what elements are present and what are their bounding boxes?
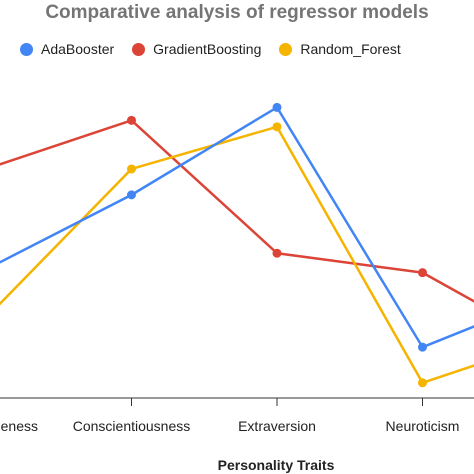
data-point-random-forest-2 bbox=[272, 122, 282, 132]
data-point-gradientboosting-1 bbox=[127, 115, 136, 125]
legend: AdaBooster GradientBoosting Random_Fores… bbox=[20, 41, 401, 57]
legend-label-gradientboosting: GradientBoosting bbox=[153, 41, 262, 57]
x-tick-label-1: Conscientiousness bbox=[73, 418, 191, 434]
data-point-random-forest-3 bbox=[418, 378, 427, 388]
series-line-gradientboosting bbox=[0, 119, 474, 303]
legend-item-gradientboosting: GradientBoosting bbox=[132, 41, 261, 57]
legend-marker-gradientboosting bbox=[132, 42, 146, 56]
legend-label-adabooster: AdaBooster bbox=[41, 41, 115, 57]
legend-item-random-forest: Random_Forest bbox=[279, 41, 401, 57]
data-point-random-forest-1 bbox=[127, 164, 136, 174]
x-tick-label-2: Extraversion bbox=[238, 418, 316, 434]
legend-marker-random-forest bbox=[279, 42, 293, 56]
legend-label-random-forest: Random_Forest bbox=[300, 41, 401, 57]
data-point-adabooster-2 bbox=[272, 102, 282, 112]
legend-marker-adabooster bbox=[20, 42, 33, 56]
data-point-gradientboosting-2 bbox=[272, 248, 282, 258]
x-tick-label-3: Neuroticism bbox=[386, 418, 460, 434]
series-line-adabooster bbox=[0, 106, 474, 349]
chart-title: Comparative analysis of regressor models bbox=[45, 2, 429, 23]
data-point-adabooster-3 bbox=[418, 342, 427, 352]
x-axis-title: Personality Traits bbox=[218, 457, 335, 473]
series-line-random-forest bbox=[0, 125, 474, 385]
x-tick-label-0: eness bbox=[1, 418, 38, 434]
data-point-gradientboosting-3 bbox=[418, 268, 427, 278]
data-point-adabooster-1 bbox=[127, 190, 136, 200]
legend-item-adabooster: AdaBooster bbox=[20, 41, 114, 57]
